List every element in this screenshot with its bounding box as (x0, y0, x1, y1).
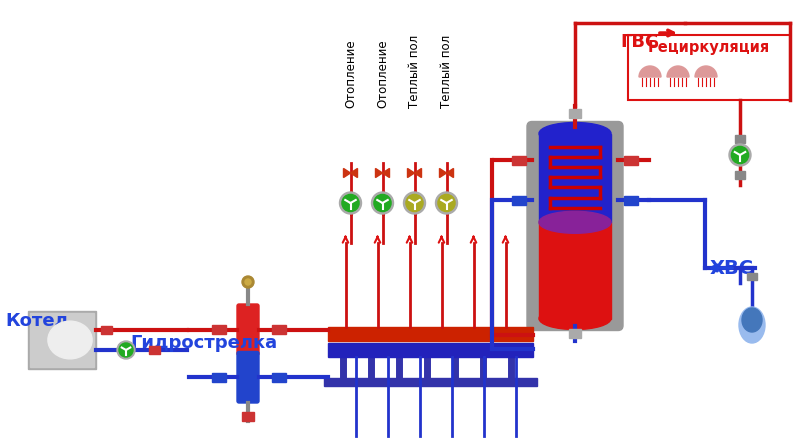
Polygon shape (375, 169, 382, 178)
Text: Теплый пол: Теплый пол (408, 35, 421, 108)
Circle shape (406, 194, 423, 211)
Text: Отопление: Отопление (344, 39, 357, 108)
Polygon shape (382, 169, 390, 178)
Ellipse shape (539, 211, 611, 233)
Bar (212, 373, 226, 382)
FancyBboxPatch shape (237, 351, 259, 403)
Ellipse shape (739, 307, 765, 343)
Bar (747, 273, 757, 280)
Bar (242, 412, 254, 421)
Polygon shape (439, 169, 446, 178)
Circle shape (242, 276, 254, 288)
Text: Гидрострелка: Гидрострелка (130, 334, 277, 352)
FancyBboxPatch shape (527, 121, 623, 330)
Circle shape (438, 194, 455, 211)
Bar (569, 109, 581, 118)
Text: Отопление: Отопление (376, 39, 389, 108)
Circle shape (245, 279, 251, 285)
Text: Теплый пол: Теплый пол (440, 35, 453, 108)
Bar (149, 346, 159, 354)
Wedge shape (639, 66, 661, 77)
Wedge shape (695, 66, 717, 77)
Text: ГВС: ГВС (620, 33, 658, 51)
Circle shape (731, 146, 749, 164)
Bar (539, 133, 611, 222)
Bar (272, 373, 286, 382)
Polygon shape (446, 169, 454, 178)
Bar (327, 327, 533, 341)
Ellipse shape (742, 308, 762, 332)
Bar (323, 378, 537, 386)
Bar (30, 313, 94, 367)
Bar (512, 156, 526, 165)
Bar (212, 325, 226, 334)
Circle shape (339, 192, 362, 214)
FancyBboxPatch shape (237, 304, 259, 355)
Text: ХВС: ХВС (710, 259, 754, 277)
Bar (624, 156, 638, 165)
Text: Котел: Котел (5, 312, 68, 330)
Bar (101, 326, 111, 334)
Circle shape (117, 341, 135, 359)
Bar (272, 325, 286, 334)
Bar (539, 222, 611, 318)
Bar (569, 329, 581, 338)
Circle shape (119, 343, 133, 357)
Polygon shape (350, 169, 358, 178)
Circle shape (374, 194, 391, 211)
Circle shape (729, 144, 751, 166)
Bar (624, 196, 638, 205)
Bar (628, 35, 790, 100)
Circle shape (371, 192, 394, 214)
Bar (735, 171, 745, 179)
Ellipse shape (48, 321, 92, 359)
Polygon shape (407, 169, 414, 178)
Polygon shape (343, 169, 350, 178)
Wedge shape (667, 66, 689, 77)
Bar (735, 135, 745, 143)
Circle shape (435, 192, 458, 214)
Circle shape (403, 192, 426, 214)
Bar (28, 311, 96, 369)
Text: Рециркуляция: Рециркуляция (648, 40, 770, 55)
Ellipse shape (539, 307, 611, 330)
Ellipse shape (539, 123, 611, 145)
Bar (512, 196, 526, 205)
Polygon shape (414, 169, 422, 178)
Circle shape (342, 194, 359, 211)
Bar (327, 343, 533, 357)
